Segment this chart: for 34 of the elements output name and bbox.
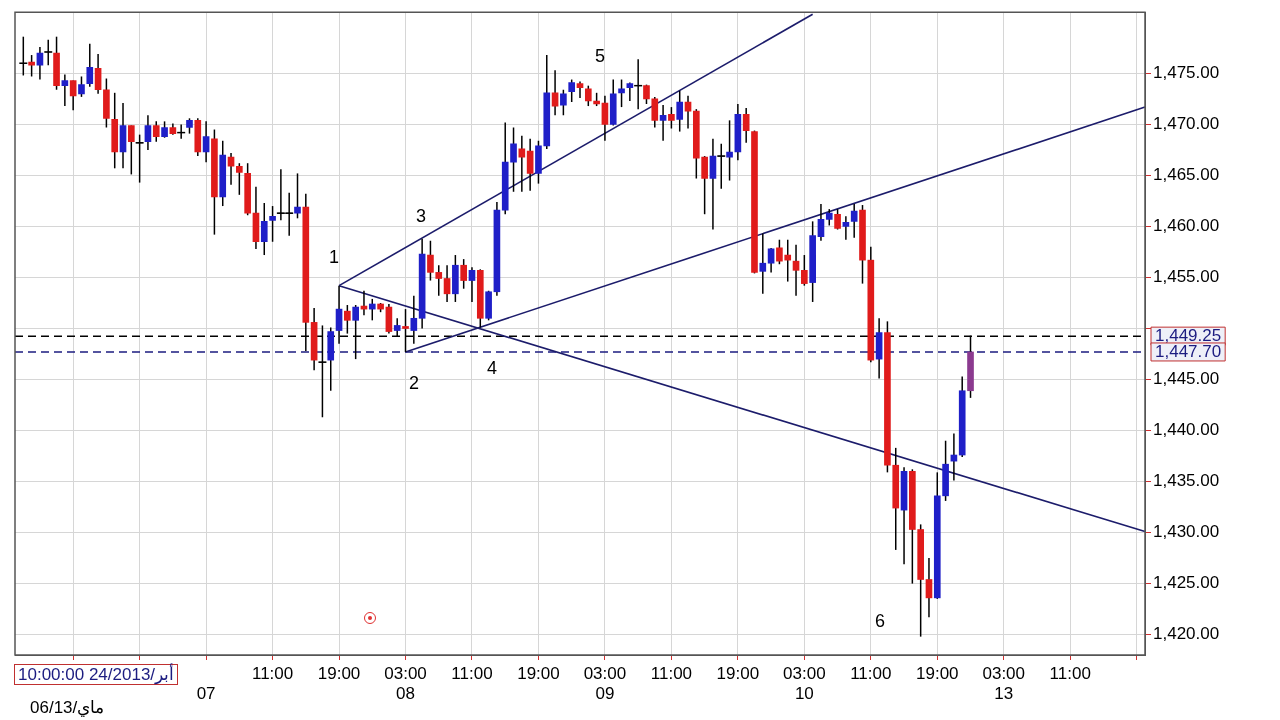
y-tick-label: 1,475.00 <box>1153 63 1220 83</box>
x-tick-label: 03:00 10 <box>783 663 826 704</box>
x-tick-label: 03:00 09 <box>583 663 627 704</box>
x-tick-label: 19:00 <box>916 663 959 683</box>
annotation: 4 <box>487 358 498 378</box>
annotation: 5 <box>595 46 606 66</box>
x-tick-label: 19:00 <box>716 663 760 683</box>
x-tick-label: 11:00 <box>251 663 294 683</box>
y-tick-label: 1,445.00 <box>1153 369 1220 389</box>
annotation: 6 <box>875 611 886 631</box>
text: 10:00:00 24/2013/أبر <box>14 664 179 685</box>
y-tick-label: 1,420.00 <box>1153 624 1220 644</box>
x-tick-label: 03:00 08 <box>384 663 427 704</box>
x-tick-label: 11:00 <box>451 663 493 683</box>
x-tick-label: 19:00 <box>317 663 361 683</box>
x-tick-label: 07 <box>196 684 216 704</box>
annotation: 1 <box>329 247 340 267</box>
y-tick-label: 1,435.00 <box>1153 471 1220 491</box>
annotation: 3 <box>416 206 427 226</box>
y-tick-label: 1,455.00 <box>1153 267 1220 287</box>
x-tick-label: 03:00 13 <box>982 663 1026 704</box>
y-tick-label: 1,465.00 <box>1153 165 1220 185</box>
x-tick-label: 19:00 <box>517 663 560 683</box>
ref-line-label: 1,449.25 <box>1155 325 1222 345</box>
y-tick-label: 1,470.00 <box>1153 114 1220 134</box>
x-tick-label: 11:00 <box>850 663 892 683</box>
x-tick-label: 11:00 <box>1049 663 1091 683</box>
y-tick-label: 1,425.00 <box>1153 573 1220 593</box>
text: 06/13/ماي <box>30 698 105 717</box>
x-tick-label: 11:00 <box>650 663 693 683</box>
y-tick-label: 1,430.00 <box>1153 522 1220 542</box>
annotation: 2 <box>409 373 420 393</box>
y-tick-label: 1,460.00 <box>1153 216 1220 236</box>
y-tick-label: 1,440.00 <box>1153 420 1220 440</box>
